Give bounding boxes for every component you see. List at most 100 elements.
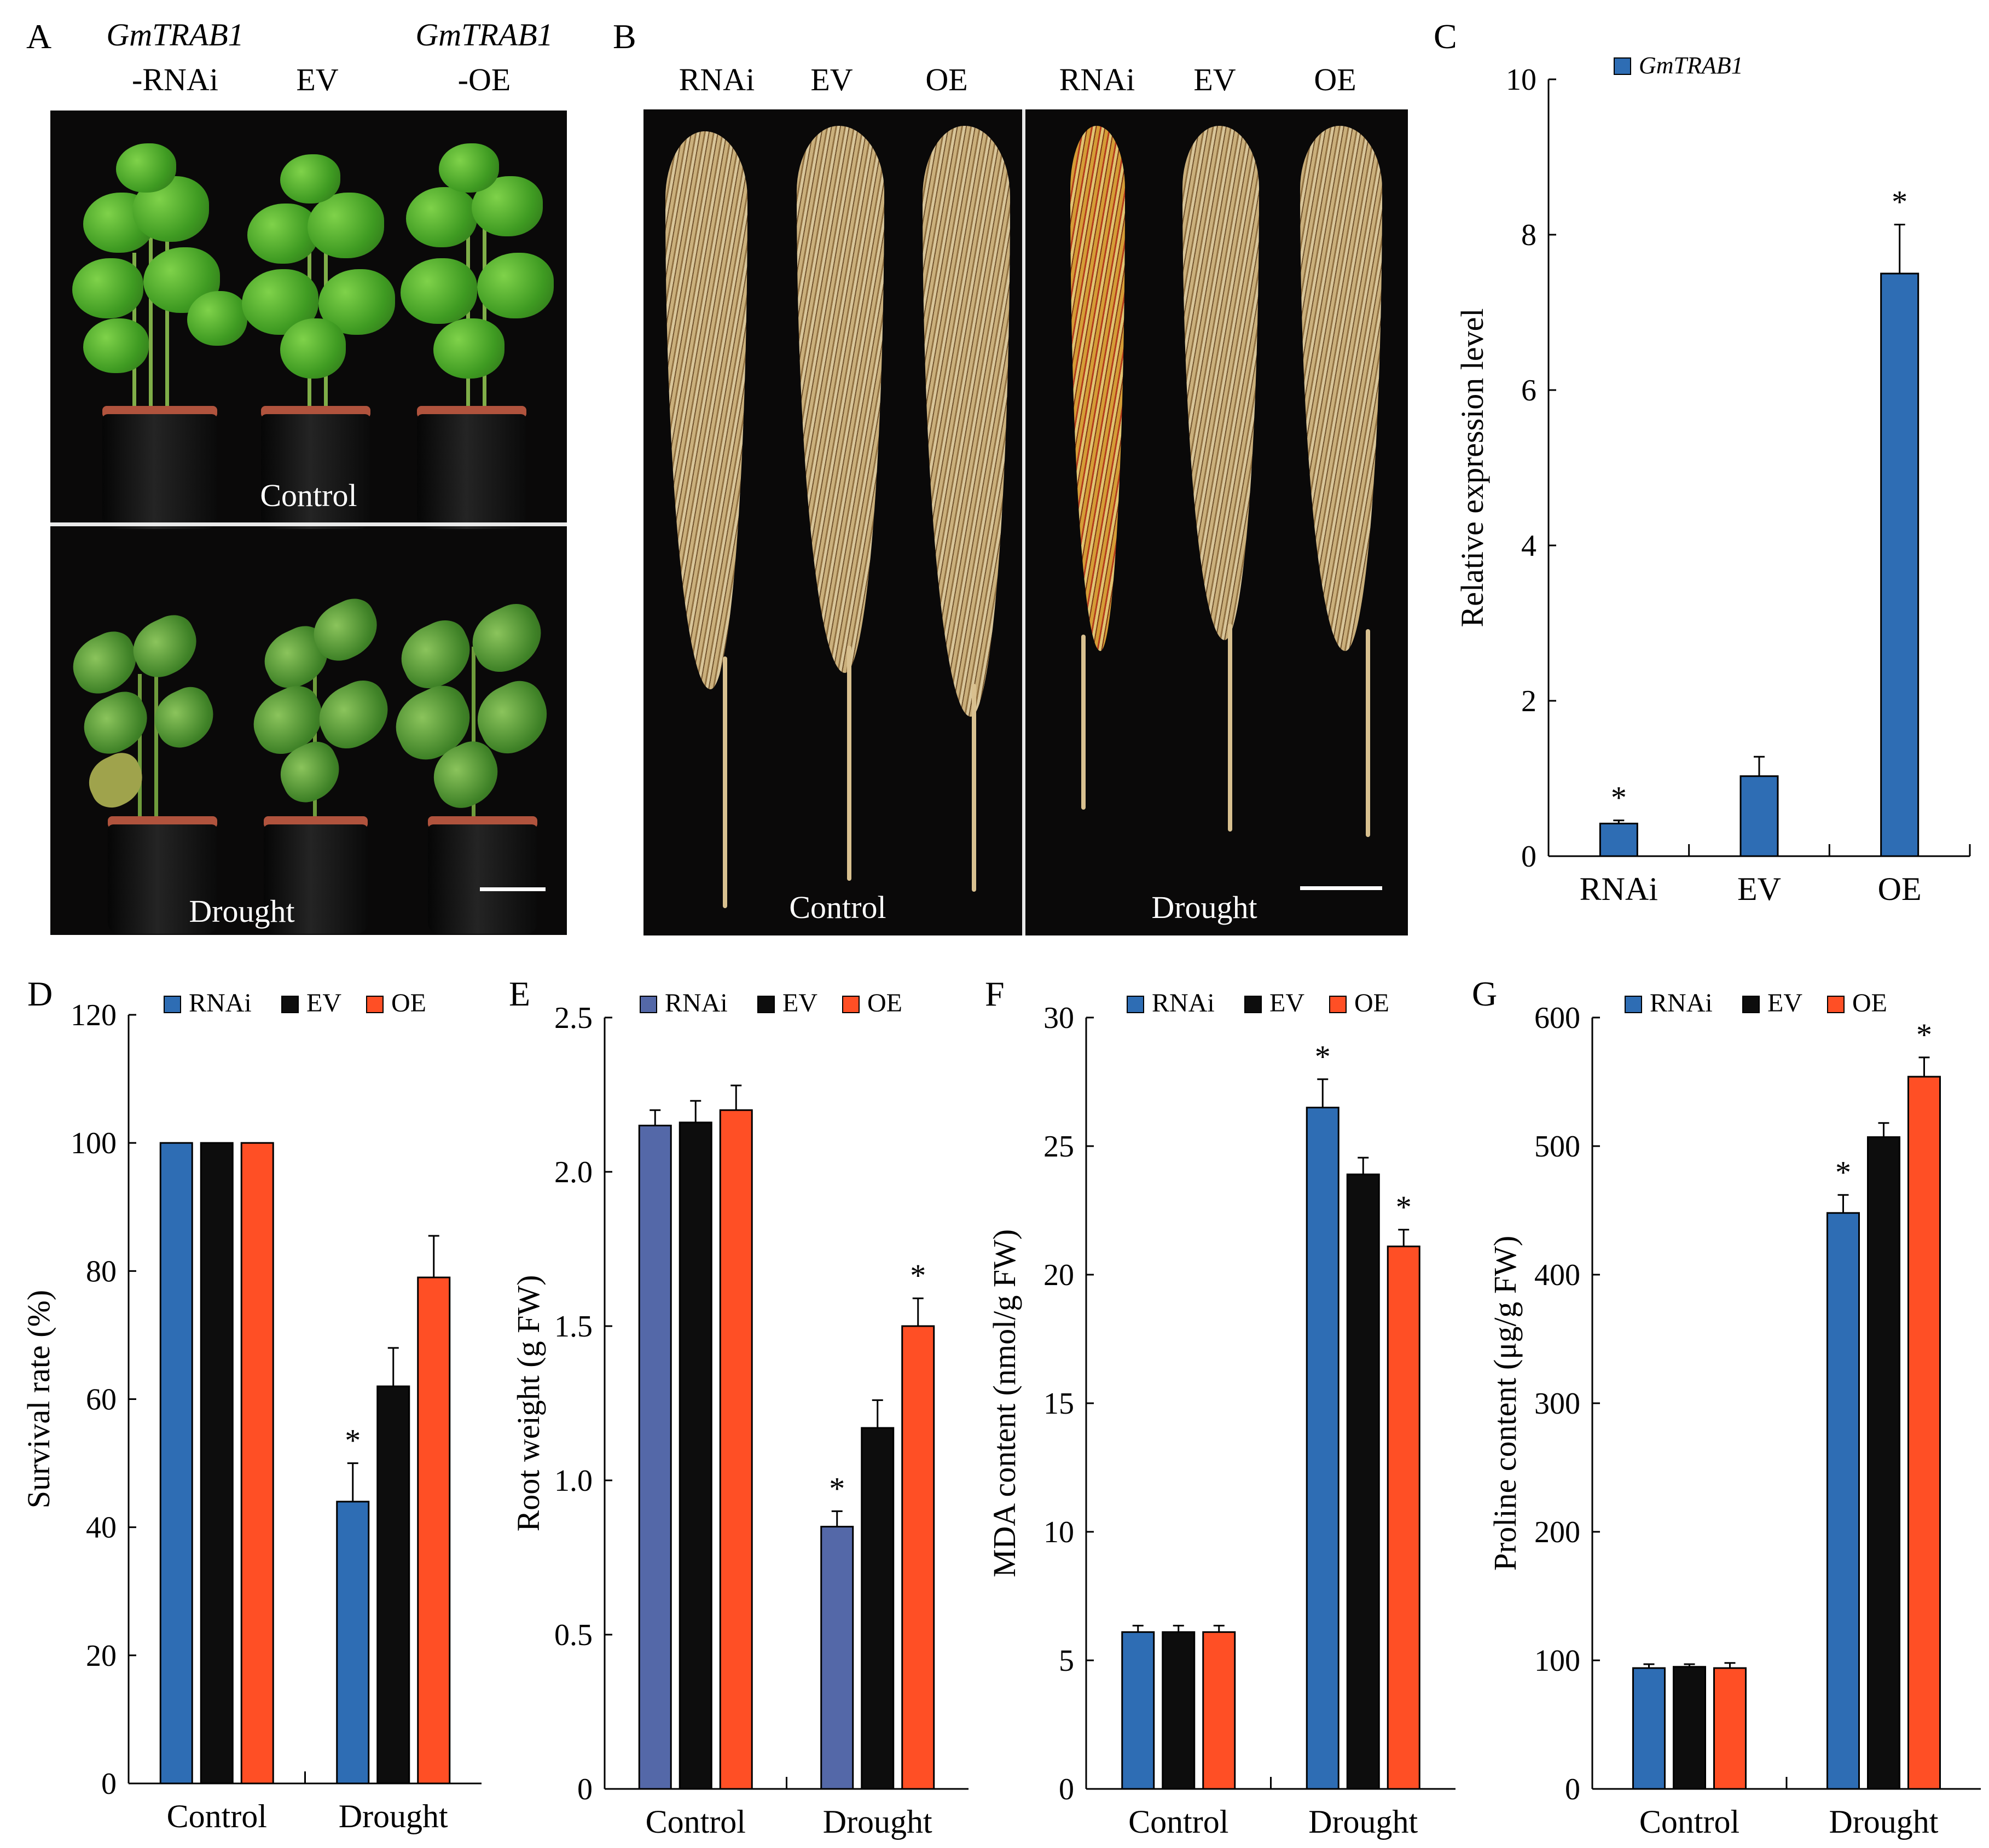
- chart-e-y-tick-label: 1.0: [554, 1464, 593, 1498]
- chart-f-bar-oe-control: [1202, 1631, 1236, 1790]
- chart-d-legend-swatch: [366, 996, 384, 1013]
- chart-d-bar-oe-drought: [417, 1276, 451, 1785]
- chart-c-bar-gmtrab1-rnai: [1599, 822, 1638, 857]
- chart-c-significance-marker: *: [1611, 780, 1627, 816]
- chart-g-y-tick-label: 200: [1534, 1515, 1580, 1549]
- chart-g-significance-marker: *: [1916, 1017, 1932, 1053]
- panel-b-col-label-rnai-drought: RNAi: [1059, 62, 1135, 97]
- panel-b-drought-label: Drought: [1151, 890, 1257, 925]
- panel-a-letter: A: [26, 17, 52, 56]
- panel-a-photo: Control: [50, 111, 567, 935]
- chart-c-bar-gmtrab1-ev: [1739, 775, 1779, 857]
- chart-d-bar-rnai-control: [159, 1142, 193, 1785]
- chart-d-y-tick-label: 20: [86, 1639, 117, 1673]
- panel-a-col-label-oe: -OE: [457, 62, 511, 97]
- chart-f-significance-marker: *: [1396, 1189, 1412, 1225]
- chart-g-x-tick-label: Drought: [1829, 1804, 1939, 1840]
- chart-d-legend-label: EV: [306, 989, 341, 1018]
- chart-c-y-tick-label: 6: [1521, 374, 1536, 408]
- chart-g-legend-swatch: [1827, 996, 1845, 1013]
- chart-d-x-tick-label: Drought: [339, 1798, 448, 1834]
- chart-d-bar-ev-drought: [376, 1385, 410, 1785]
- chart-e-root-weight: 0 0.5 1.0 1.5 2.0 2.5 Root weight (g FW) Contro…: [511, 989, 969, 1840]
- chart-f-bar-rnai-control: [1121, 1631, 1155, 1790]
- chart-d-y-tick-label: 120: [71, 998, 117, 1032]
- panel-a-drought-label: Drought: [189, 893, 295, 929]
- chart-e-legend-swatch: [757, 996, 775, 1013]
- chart-g-bar-ev-drought: [1867, 1136, 1900, 1790]
- chart-f-bar-ev-drought: [1346, 1173, 1380, 1790]
- panel-a-gene-right: GmTRAB1: [415, 17, 553, 53]
- chart-d-legend-swatch: [164, 996, 181, 1013]
- chart-e-y-tick-label: 0: [577, 1773, 593, 1806]
- chart-f-bar-oe-drought: [1387, 1245, 1420, 1790]
- panel-b-col-label-oe-control: OE: [925, 62, 968, 97]
- panel-f-letter: F: [985, 974, 1005, 1013]
- chart-c-bar-gmtrab1-oe: [1880, 272, 1920, 857]
- chart-g-y-tick-label: 600: [1534, 1001, 1580, 1035]
- chart-f-y-tick-label: 10: [1043, 1515, 1074, 1549]
- chart-e-legend-label: RNAi: [665, 989, 728, 1018]
- panel-c-letter: C: [1434, 17, 1457, 56]
- chart-g-y-tick-label: 100: [1534, 1644, 1580, 1678]
- panel-b-col-label-rnai-control: RNAi: [679, 62, 755, 97]
- chart-g-significance-marker: *: [1835, 1154, 1851, 1190]
- chart-g-legend-label: RNAi: [1650, 989, 1713, 1018]
- chart-e-y-tick-label: 0.5: [554, 1618, 593, 1652]
- chart-g-bar-rnai-drought: [1826, 1212, 1860, 1790]
- chart-e-bar-oe-control: [719, 1109, 753, 1790]
- chart-e-bar-oe-drought: [901, 1325, 935, 1790]
- chart-c-y-tick-label: 8: [1521, 218, 1536, 252]
- chart-g-bar-rnai-control: [1632, 1667, 1666, 1790]
- chart-c-y-tick-label: 4: [1521, 529, 1536, 563]
- panel-d-letter: D: [27, 974, 53, 1013]
- chart-f-legend-swatch: [1329, 996, 1347, 1013]
- chart-c-significance-marker: *: [1892, 184, 1907, 220]
- chart-c-y-tick-label: 0: [1521, 840, 1536, 874]
- chart-e-legend-label: OE: [867, 989, 902, 1018]
- chart-f-y-tick-label: 15: [1043, 1387, 1074, 1421]
- panel-a-col-label-rnai: -RNAi: [132, 62, 218, 97]
- chart-d-legend-label: RNAi: [189, 989, 252, 1018]
- chart-d-y-tick-label: 80: [86, 1254, 117, 1288]
- chart-f-x-tick-label: Drought: [1308, 1804, 1418, 1840]
- chart-c-y-tick-label: 10: [1506, 63, 1536, 97]
- chart-d-y-tick-label: 100: [71, 1126, 117, 1160]
- chart-c-y-tick-label: 2: [1521, 684, 1536, 718]
- chart-c-legend-swatch: [1614, 57, 1631, 75]
- chart-e-legend-label: EV: [782, 989, 817, 1018]
- chart-e-legend-swatch: [640, 996, 657, 1013]
- panel-a-scale-bar: [480, 887, 546, 891]
- chart-g-legend-label: EV: [1767, 989, 1802, 1018]
- chart-d-legend-label: OE: [391, 989, 426, 1018]
- panel-a-divider: [50, 522, 567, 526]
- chart-g-y-tick-label: 500: [1534, 1130, 1580, 1164]
- chart-f-significance-marker: *: [1315, 1039, 1331, 1074]
- chart-e-bar-ev-drought: [861, 1427, 895, 1790]
- chart-g-legend-label: OE: [1852, 989, 1887, 1018]
- chart-c-x-tick-label: RNAi: [1580, 871, 1658, 907]
- chart-d-significance-marker: *: [345, 1423, 361, 1458]
- chart-e-y-tick-label: 1.5: [554, 1310, 593, 1344]
- chart-f-y-tick-label: 0: [1059, 1773, 1074, 1806]
- chart-f-legend-swatch: [1127, 996, 1144, 1013]
- chart-c-legend-label: GmTRAB1: [1639, 52, 1743, 79]
- chart-g-y-tick-label: 400: [1534, 1258, 1580, 1292]
- chart-e-bar-ev-control: [679, 1121, 712, 1790]
- chart-g-bar-oe-control: [1713, 1667, 1747, 1790]
- chart-g-legend-swatch: [1625, 996, 1642, 1013]
- chart-d-y-tick-label: 0: [101, 1767, 117, 1801]
- chart-e-y-tick-label: 2.0: [554, 1155, 593, 1189]
- panel-a-col-label-ev: EV: [296, 62, 339, 97]
- chart-f-legend-label: RNAi: [1152, 989, 1215, 1018]
- panel-b-col-label-ev-control: EV: [810, 62, 853, 97]
- chart-f-y-tick-label: 25: [1043, 1130, 1074, 1164]
- chart-e-significance-marker: *: [910, 1258, 926, 1293]
- chart-g-bar-oe-drought: [1907, 1076, 1941, 1790]
- chart-e-y-axis-title: Root weight (g FW): [511, 1275, 546, 1532]
- chart-f-legend-label: EV: [1269, 989, 1304, 1018]
- chart-e-y-tick-label: 2.5: [554, 1001, 593, 1035]
- panel-g-letter: G: [1472, 974, 1498, 1013]
- chart-g-bar-ev-control: [1673, 1666, 1706, 1790]
- panel-a-control-label: Control: [260, 478, 357, 513]
